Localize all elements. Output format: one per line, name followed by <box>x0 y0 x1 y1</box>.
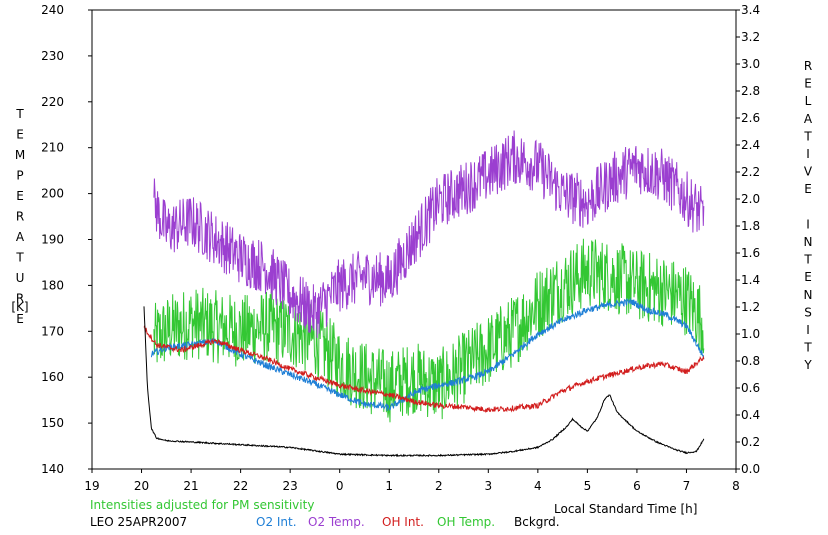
right-tick-label: 2.2 <box>741 165 760 179</box>
right-tick-label: 3.4 <box>741 3 760 17</box>
right-tick-label: 2.6 <box>741 111 760 125</box>
right-axis-letter: Y <box>803 358 812 372</box>
right-axis-letter: T <box>803 253 812 267</box>
right-axis-letter: I <box>806 323 810 337</box>
left-axis-letter: E <box>16 128 24 142</box>
x-tick-label: 0 <box>336 479 344 493</box>
right-tick-label: 3.2 <box>741 30 760 44</box>
x-tick-label: 23 <box>283 479 298 493</box>
left-axis-letter: A <box>16 230 25 244</box>
right-axis-letter: N <box>804 288 813 302</box>
right-tick-label: 1.8 <box>741 219 760 233</box>
left-axis-letter: P <box>16 169 23 183</box>
left-axis-letter: T <box>15 107 24 121</box>
right-axis-letter: T <box>803 341 812 355</box>
x-tick-label: 22 <box>233 479 248 493</box>
x-axis-label: Local Standard Time [h] <box>554 502 698 516</box>
left-tick-label: 150 <box>41 416 64 430</box>
x-tick-label: 8 <box>732 479 740 493</box>
x-tick-label: 2 <box>435 479 443 493</box>
legend-oh-int: OH Int. <box>382 515 424 529</box>
right-tick-label: 1.6 <box>741 246 760 260</box>
x-tick-label: 7 <box>683 479 691 493</box>
x-tick-label: 4 <box>534 479 542 493</box>
left-axis-letter: T <box>15 251 24 265</box>
legend-o2-int: O2 Int. <box>256 515 297 529</box>
left-axis: 140 150 160 170 180 190 200 210 220 230 240 <box>41 3 92 476</box>
right-tick-label: 0.4 <box>741 408 760 422</box>
station-label: LEO 25APR2007 <box>90 515 188 529</box>
left-tick-label: 140 <box>41 462 64 476</box>
x-tick-label: 21 <box>183 479 198 493</box>
left-tick-label: 190 <box>41 233 64 247</box>
right-tick-label: 0.0 <box>741 462 760 476</box>
series-line-o2-temp <box>153 130 705 339</box>
right-axis: 0.0 0.2 0.4 0.6 0.8 1.0 1.2 1.4 1.6 1.8 2.0 2.2 2.4 2… <box>736 3 760 476</box>
right-tick-label: 1.4 <box>741 273 760 287</box>
x-tick-label: 19 <box>84 479 99 493</box>
left-tick-label: 240 <box>41 3 64 17</box>
left-tick-label: 180 <box>41 278 64 292</box>
series-line-oh-int <box>143 324 705 414</box>
x-tick-label: 20 <box>134 479 149 493</box>
left-axis-letter: E <box>16 312 24 326</box>
legend-background: Bckgrd. <box>514 515 560 529</box>
legend-o2-temp: O2 Temp. <box>308 515 365 529</box>
right-axis-letter: E <box>804 77 812 91</box>
adjustment-note: Intensities adjusted for PM sensitivity <box>90 498 315 512</box>
right-tick-label: 0.2 <box>741 435 760 449</box>
series-group <box>143 130 705 458</box>
right-axis-letter: I <box>806 147 810 161</box>
left-tick-label: 200 <box>41 187 64 201</box>
right-axis-letter: I <box>806 217 810 231</box>
left-tick-label: 220 <box>41 95 64 109</box>
right-tick-label: 2.4 <box>741 138 760 152</box>
right-axis-letter: N <box>804 235 813 249</box>
left-tick-label: 170 <box>41 324 64 338</box>
left-tick-label: 230 <box>41 49 64 63</box>
left-axis-letter: E <box>16 189 24 203</box>
x-axis: 19 20 21 22 23 0 1 2 3 4 5 6 7 8 <box>84 469 740 493</box>
right-tick-label: 1.0 <box>741 327 760 341</box>
left-axis-unit: [K] <box>11 300 28 314</box>
left-axis-letter: M <box>15 148 25 162</box>
left-axis-letter: R <box>16 210 24 224</box>
x-tick-label: 3 <box>484 479 492 493</box>
right-tick-label: 0.6 <box>741 381 760 395</box>
right-tick-label: 1.2 <box>741 300 760 314</box>
right-axis-letter: L <box>805 94 812 108</box>
left-axis-letter: U <box>16 271 25 285</box>
right-tick-label: 2.8 <box>741 84 760 98</box>
left-tick-label: 160 <box>41 370 64 384</box>
series-line-oh-temp <box>153 238 705 423</box>
right-tick-label: 3.0 <box>741 57 760 71</box>
left-tick-label: 210 <box>41 141 64 155</box>
right-axis-letter: E <box>804 182 812 196</box>
right-tick-label: 2.0 <box>741 192 760 206</box>
x-tick-label: 5 <box>584 479 592 493</box>
legend-oh-temp: OH Temp. <box>437 515 496 529</box>
right-tick-label: 0.8 <box>741 354 760 368</box>
right-axis-letter: T <box>803 129 812 143</box>
right-axis-letter: S <box>804 305 812 319</box>
right-axis-letter: A <box>804 112 813 126</box>
x-tick-label: 1 <box>385 479 393 493</box>
x-tick-label: 6 <box>633 479 641 493</box>
right-axis-letter: V <box>804 165 813 179</box>
right-axis-letter: R <box>804 59 812 73</box>
left-axis-letter: R <box>16 292 24 306</box>
series-line-o2-int <box>150 297 705 411</box>
plot-frame <box>91 9 737 470</box>
right-axis-letter: E <box>804 270 812 284</box>
series-line-bckgrd <box>143 306 705 458</box>
